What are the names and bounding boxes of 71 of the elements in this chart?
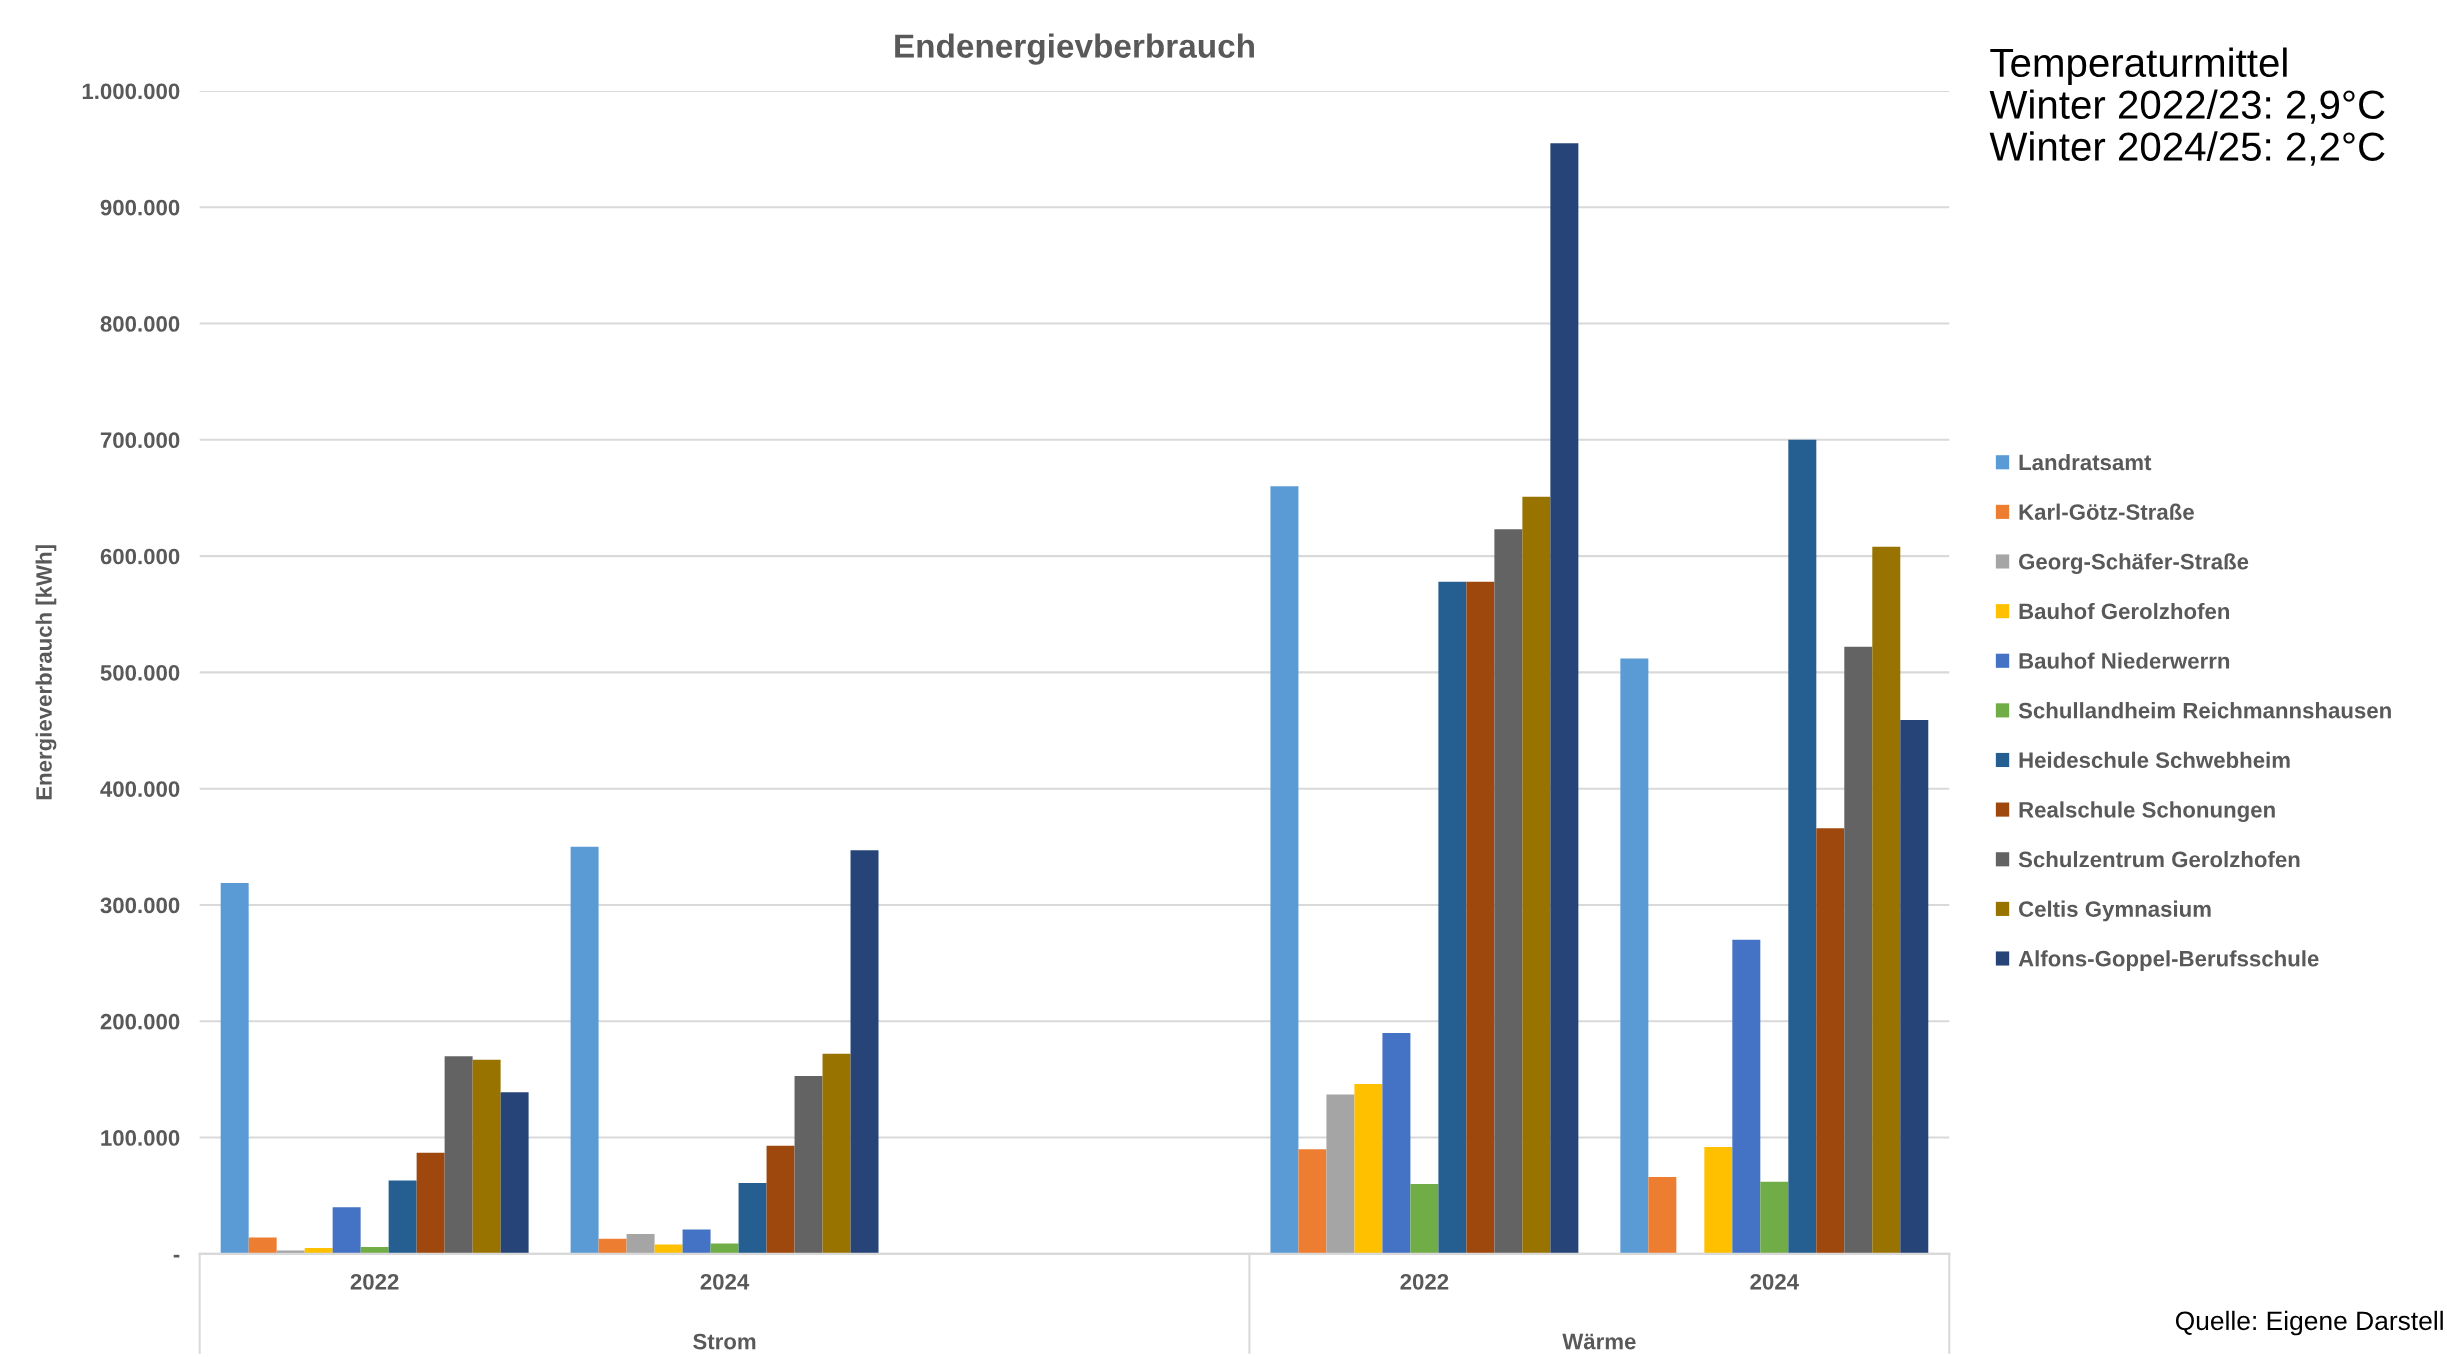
legend-label: Landratsamt	[2019, 453, 2152, 471]
bar	[850, 850, 879, 1254]
y-tick-label: 400.000	[100, 781, 180, 797]
bar	[598, 1238, 627, 1254]
legend-label: Bauhof Niederwerrn	[2019, 652, 2230, 669]
bar	[710, 1243, 739, 1254]
text: Strom	[693, 1333, 756, 1350]
bar	[1270, 486, 1299, 1254]
y-tick-label: 300.000	[100, 897, 180, 914]
bar	[1760, 1181, 1789, 1254]
y-tick-label: 800.000	[100, 316, 180, 332]
bar	[248, 1237, 277, 1254]
bar	[332, 1207, 361, 1254]
legend-label: Realschule Schonungen	[2019, 801, 2275, 823]
bar	[1844, 646, 1873, 1254]
source-note: Quelle: Eigene Darstell	[2175, 1310, 2443, 1336]
y-tick-label: 700.000	[100, 432, 180, 449]
legend-label: Schullandheim Reichmannshausen	[2018, 702, 2391, 719]
y-tick-label: 100.000	[101, 1130, 180, 1146]
bar	[1382, 1032, 1411, 1254]
y-tick-label: 900.000	[100, 199, 180, 216]
bar	[220, 882, 249, 1254]
bar	[682, 1229, 711, 1254]
y-tick-label: 1.000.000	[82, 83, 180, 100]
bar	[738, 1182, 767, 1254]
legend-label: Schulzentrum Gerolzhofen	[2018, 851, 2300, 868]
legend-label: Heideschule Schwebheim	[2019, 751, 2290, 769]
bar	[1466, 581, 1495, 1254]
bar	[1788, 439, 1817, 1254]
y-tick-label: 600.000	[100, 548, 180, 565]
bar	[1648, 1177, 1677, 1254]
x-tick-label: 2022	[350, 1273, 399, 1290]
text: Wärme	[1562, 1333, 1636, 1350]
bar	[1326, 1094, 1355, 1254]
bar	[1298, 1149, 1327, 1254]
bar	[1872, 546, 1901, 1254]
legend-label: Georg-Schäfer-Straße	[2018, 553, 2249, 575]
y-tick-label: 200.000	[100, 1013, 180, 1030]
y-tick-label: -	[173, 1254, 180, 1258]
bar	[1900, 720, 1929, 1254]
y-axis-title: Energieverbrauch [kWh]	[35, 545, 57, 800]
bar	[1732, 939, 1761, 1254]
x-tick-label: 2024	[1750, 1273, 1799, 1290]
y-tick-label: 500.000	[100, 664, 180, 681]
bar	[570, 846, 599, 1254]
bar	[626, 1234, 655, 1254]
bar	[1704, 1146, 1733, 1254]
x-tick-label: 2022	[1400, 1273, 1449, 1290]
text: Temperaturmittel Winter 2022/23: 2,9°C Winter 2024/25: 2,2°C	[1989, 47, 2385, 166]
bar	[822, 1053, 851, 1254]
bar	[1550, 143, 1579, 1254]
bar	[1494, 529, 1523, 1254]
legend-label: Karl-Götz-Straße	[2019, 503, 2194, 520]
bar	[472, 1059, 501, 1254]
bar	[416, 1152, 445, 1254]
bar	[500, 1092, 529, 1254]
legend-label: Bauhof Gerolzhofen	[2019, 602, 2230, 620]
chart-title: Endenergievberbrauch	[895, 33, 1254, 65]
x-tick-label: 2024	[700, 1273, 750, 1290]
bar	[388, 1180, 417, 1254]
bar	[1620, 658, 1649, 1254]
legend-label: Alfons-Goppel-Berufsschule	[2018, 950, 2319, 971]
bar	[1438, 581, 1467, 1254]
bar	[794, 1075, 823, 1254]
bar	[1816, 828, 1845, 1254]
bar	[1354, 1084, 1383, 1254]
bar	[444, 1056, 473, 1254]
bar	[1410, 1184, 1439, 1254]
legend-label: Celtis Gymnasium	[2018, 900, 2211, 922]
bar	[766, 1145, 795, 1254]
bar	[1522, 496, 1551, 1254]
